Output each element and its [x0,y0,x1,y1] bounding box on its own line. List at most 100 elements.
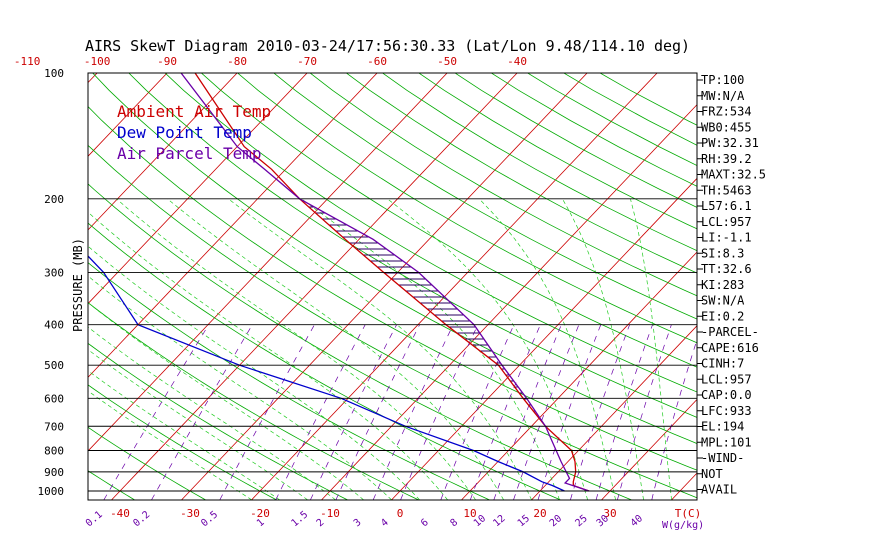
dry-adiabat [418,73,697,230]
index-label: SI:8.3 [701,246,744,260]
index-label: NOT [701,467,723,481]
legend: Ambient Air Temp Dew Point Temp Air Parc… [117,102,271,163]
index-label: -PARCEL- [701,325,759,339]
pressure-tick-label: 700 [44,420,64,433]
mixing-ratio-tick-label: 2 [315,517,327,529]
dry-adiabat [88,144,697,499]
chart-title: AIRS SkewT Diagram 2010-03-24/17:56:30.3… [85,37,690,55]
bottom-temp-tick-label: 0 [397,507,404,520]
pressure-tick-label: 800 [44,444,64,457]
mixing-ratio-line [151,324,253,500]
dry-adiabat [88,384,277,500]
isotherm-line [742,54,870,500]
mixing-ratio-tick-label: 12 [491,513,507,529]
mixing-ratio-tick-label: 0.1 [84,509,105,529]
top-temp-tick-label: -50 [437,55,457,68]
index-label: MAXT:32.5 [701,168,766,182]
isotherm-line [531,325,697,500]
dry-adiabat [381,73,697,252]
index-label: FRZ:534 [701,105,752,119]
top-temp-tick-label: -80 [227,55,247,68]
legend-parcel: Air Parcel Temp [117,144,262,163]
dry-adiabat [88,470,135,500]
dry-adiabat [88,183,632,500]
mixing-ratio-tick-label: 4 [379,517,391,529]
mixing-ratio-line [570,324,630,500]
dry-adiabat [164,73,697,393]
index-label: LI:-1.1 [701,231,752,245]
mixing-ratio-line [617,324,672,500]
index-label: CAP:0.0 [701,388,752,402]
legend-dewpoint: Dew Point Temp [117,123,252,142]
dry-adiabat [88,262,490,500]
top-temp-tick-label: -40 [507,55,527,68]
top-temp-tick-label: -60 [367,55,387,68]
dry-adiabat [88,106,697,471]
axes: 1002003004005006007008009001000-120-110-… [14,55,704,531]
isotherm-line [461,251,697,500]
index-label: -WIND- [701,451,744,465]
pressure-tick-label: 1000 [38,485,65,498]
mixing-ratio-tick-label: 25 [573,513,589,529]
moist-adiabat [630,198,672,500]
isotherm-line [88,73,378,378]
dry-adiabat [273,73,697,320]
bottom-temp-tick-label: 30 [603,507,616,520]
isotherm-line [812,54,870,500]
pressure-tick-label: 300 [44,266,64,279]
mixing-ratio-line [372,324,454,500]
bottom-temp-tick-label: -20 [250,507,270,520]
pressure-tick-label: 400 [44,319,64,332]
mixing-ratio-tick-label: 1 [255,517,267,529]
pressure-tick-label: 600 [44,392,64,405]
index-label: CINH:7 [701,357,744,371]
isotherm-line [251,73,658,500]
mixing-ratio-tick-label: 0.2 [131,509,152,529]
bottom-temp-tick-label: -10 [320,507,340,520]
mixing-ratio-tick-label: 3 [352,517,364,529]
mixing-ratio-tick-label: 15 [516,513,532,529]
bottom-axis-unit: T(C) [675,507,702,520]
mixing-ratio-line [219,324,315,500]
bottom-temp-tick-label: 20 [533,507,546,520]
legend-ambient: Ambient Air Temp [117,102,271,121]
isotherm-line [88,73,238,231]
mixing-ratio-line [469,324,541,500]
moist-adiabat [88,390,252,500]
mixing-ratio-tick-label: 1.5 [289,509,310,529]
dry-adiabat [345,73,697,274]
moist-adiabat [116,198,476,500]
index-label: MW:N/A [701,89,745,103]
mixing-ratio-line [400,324,479,500]
dry-adiabat [236,73,697,344]
mixing-ratio-line [440,324,515,500]
mixing-ratio-line [310,324,397,500]
moist-adiabat [88,245,420,500]
plot-frame [87,72,698,501]
isotherm-line [0,54,45,500]
index-label: PW:32.31 [701,136,759,150]
index-label: RH:39.2 [701,152,752,166]
moist-adiabat [228,198,532,500]
series-line-ambient-air-temp [194,73,590,492]
bottom-temp-tick-label: 10 [463,507,476,520]
dry-adiabat [88,426,206,500]
index-label: TT:32.6 [701,262,752,276]
pressure-tick-label: 900 [44,466,64,479]
isotherm-line [111,73,518,500]
index-label: EI:0.2 [701,309,744,323]
index-label: LFC:933 [701,404,752,418]
isotherm-line [391,177,697,500]
top-temp-tick-label: -100 [84,55,111,68]
mixing-ratio-line [335,324,420,500]
pressure-tick-label: 200 [44,193,64,206]
index-label: MPL:101 [701,435,752,449]
index-label: TH:5463 [701,183,752,197]
mixing-ratio-tick-label: 40 [629,513,645,529]
mixing-ratio-tick-label: 8 [448,517,460,529]
index-label: WB0:455 [701,120,752,134]
isotherm-line [88,73,448,452]
y-axis-label: PRESSURE (MB) [71,238,85,332]
